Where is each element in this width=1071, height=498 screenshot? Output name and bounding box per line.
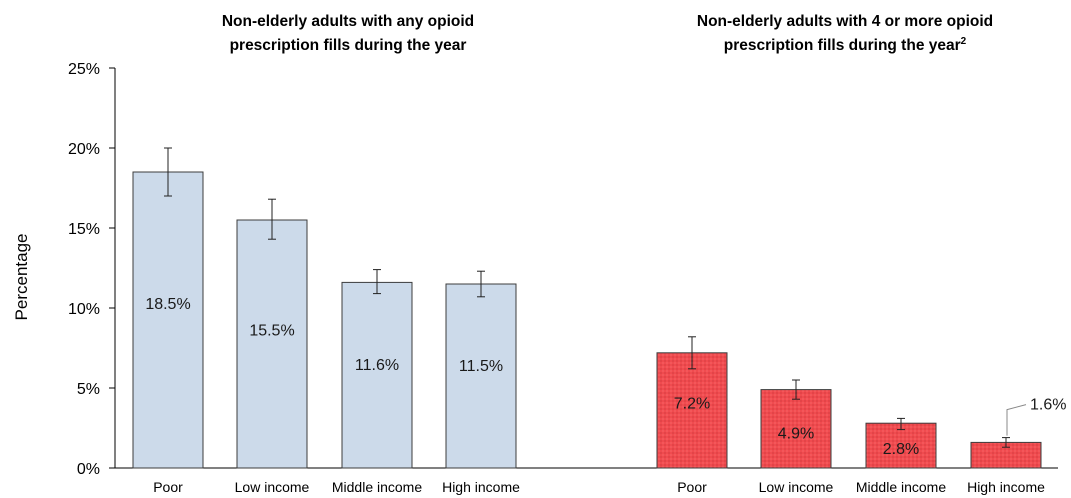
data-label: 11.5%: [459, 358, 503, 375]
bar: [341, 281, 413, 469]
bar: [236, 219, 308, 469]
x-tick-label: Low income: [235, 479, 310, 495]
bar: [656, 352, 728, 469]
panel-2-title-line-1: Non-elderly adults with 4 or more opioid: [697, 13, 993, 30]
x-tick-label: High income: [442, 479, 520, 495]
x-tick-label: High income: [967, 479, 1045, 495]
y-tick-label: 10%: [68, 301, 100, 318]
y-tick-label: 0%: [77, 461, 100, 478]
bar: [760, 389, 832, 469]
data-label: 1.6%: [1030, 397, 1066, 414]
x-tick-label: Middle income: [332, 479, 422, 495]
y-axis-ticks: 0% 5% 10% 15% 20% 25%: [68, 61, 115, 478]
bar: [445, 283, 517, 469]
y-tick-label: 25%: [68, 61, 100, 78]
panel-2-title-line-2: prescription fills during the year2: [724, 36, 967, 54]
bar: [865, 422, 937, 469]
data-label: 15.5%: [249, 323, 294, 340]
bars-layer: 18.5% Poor 15.5% Low income 11.6% Middle inco…: [132, 147, 1066, 495]
bar: [132, 171, 204, 469]
data-label-leader: [1006, 404, 1027, 436]
x-tick-label: Low income: [759, 479, 834, 495]
data-label: 2.8%: [883, 441, 919, 458]
data-label: 4.9%: [778, 426, 814, 443]
data-label: 18.5%: [145, 296, 190, 313]
data-label: 11.6%: [355, 357, 399, 374]
x-tick-label: Middle income: [856, 479, 946, 495]
y-tick-label: 20%: [68, 141, 100, 158]
panel-2-title-line-2-text: prescription fills during the year: [724, 37, 961, 54]
y-axis-label: Percentage: [12, 234, 31, 321]
panel-1-title-line-2: prescription fills during the year: [230, 37, 467, 54]
y-tick-label: 5%: [77, 381, 100, 398]
panel-1-title-line-1: Non-elderly adults with any opioid: [222, 13, 474, 30]
x-tick-label: Poor: [677, 479, 707, 495]
data-label: 7.2%: [674, 396, 710, 413]
panel-2-title-footnote: 2: [961, 36, 967, 47]
y-tick-label: 15%: [68, 221, 100, 238]
x-tick-label: Poor: [153, 479, 183, 495]
